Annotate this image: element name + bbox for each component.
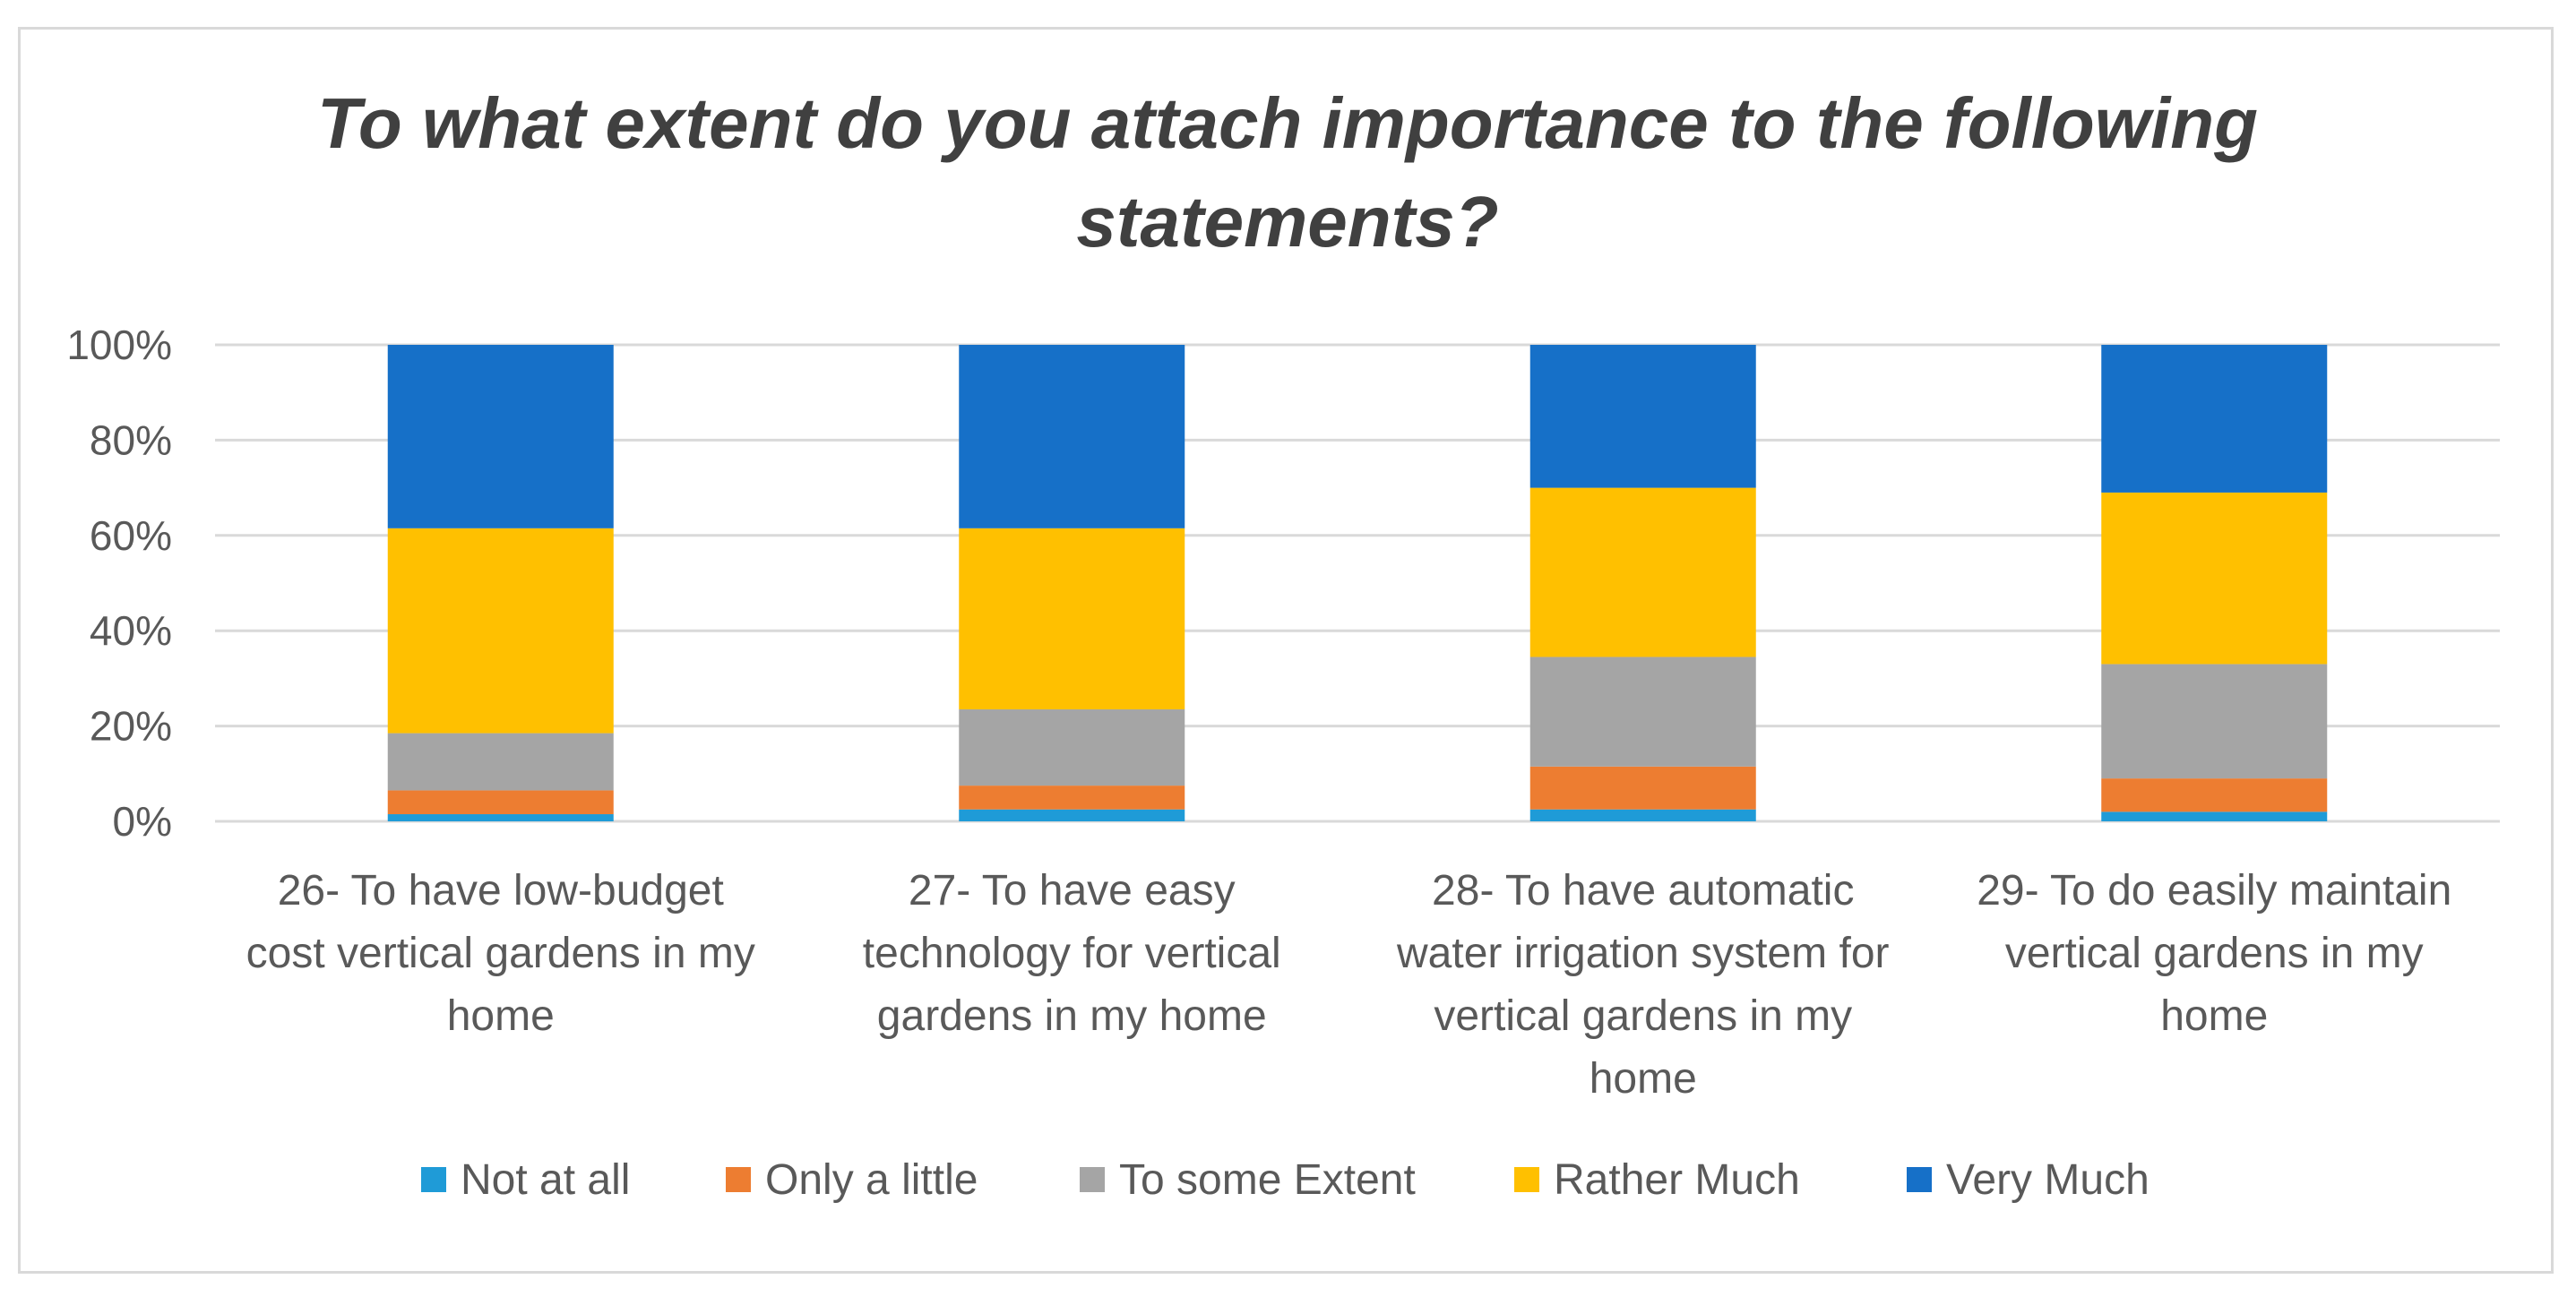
category-label: vertical gardens in my [1434, 992, 1852, 1040]
category-label: 27- To have easy [909, 867, 1236, 914]
category-label: home [2160, 992, 2268, 1040]
bar-segment [959, 708, 1185, 786]
y-axis-ticks: 100% 80% 60% 40% 20% 0% [66, 322, 172, 845]
category-label: gardens in my home [877, 992, 1267, 1040]
bar-segment [959, 345, 1185, 528]
category-label: technology for vertical [863, 930, 1281, 977]
category-label: water irrigation system for [1396, 930, 1890, 977]
bar-segment [1529, 487, 1756, 657]
bar-segment [2101, 811, 2328, 821]
y-tick-label: 20% [90, 703, 172, 750]
legend: Not at all Only a little To some Extent Rat… [421, 1156, 2150, 1204]
bar-segment [387, 790, 614, 815]
bar-segment [959, 528, 1185, 709]
bar-segment [387, 528, 614, 734]
bar-segment [1529, 345, 1756, 488]
bar-segment [2101, 664, 2328, 779]
bar-segment [1529, 657, 1756, 767]
chart-title-line-2: statements? [1076, 182, 1498, 262]
legend-label: Very Much [1946, 1156, 2150, 1204]
y-tick-label: 100% [66, 322, 172, 368]
category-label: 26- To have low-budget [278, 867, 724, 914]
legend-swatch [421, 1167, 446, 1192]
legend-swatch [1907, 1167, 1932, 1192]
legend-label: To some Extent [1119, 1156, 1416, 1204]
category-labels: 26- To have low-budget cost vertical gard… [246, 867, 2452, 1103]
legend-label: Not at all [461, 1156, 630, 1204]
bar-segment [2101, 345, 2328, 493]
bar-segment [1529, 766, 1756, 810]
y-tick-label: 40% [90, 607, 172, 654]
category-label: home [447, 992, 555, 1040]
category-label: 28- To have automatic [1432, 867, 1854, 914]
category-label: 29- To do easily maintain [1977, 867, 2451, 914]
category-label: cost vertical gardens in my [246, 930, 755, 977]
legend-swatch [726, 1167, 751, 1192]
y-tick-label: 0% [113, 798, 172, 845]
legend-swatch [1080, 1167, 1105, 1192]
bar-segment [959, 809, 1185, 821]
bar-segment [1529, 809, 1756, 821]
bars [387, 345, 2328, 821]
legend-label: Rather Much [1554, 1156, 1800, 1204]
bar-segment [387, 814, 614, 821]
bar-segment [2101, 778, 2328, 812]
chart-title-line-1: To what extent do you attach importance … [317, 83, 2258, 163]
bar-segment [2101, 492, 2328, 665]
legend-swatch [1514, 1167, 1539, 1192]
category-label: vertical gardens in my [2005, 930, 2424, 977]
y-tick-label: 60% [90, 512, 172, 559]
legend-label: Only a little [765, 1156, 978, 1204]
bar-segment [387, 345, 614, 528]
category-label: home [1590, 1055, 1697, 1103]
bar-segment [959, 786, 1185, 810]
y-tick-label: 80% [90, 416, 172, 463]
bar-segment [387, 733, 614, 791]
